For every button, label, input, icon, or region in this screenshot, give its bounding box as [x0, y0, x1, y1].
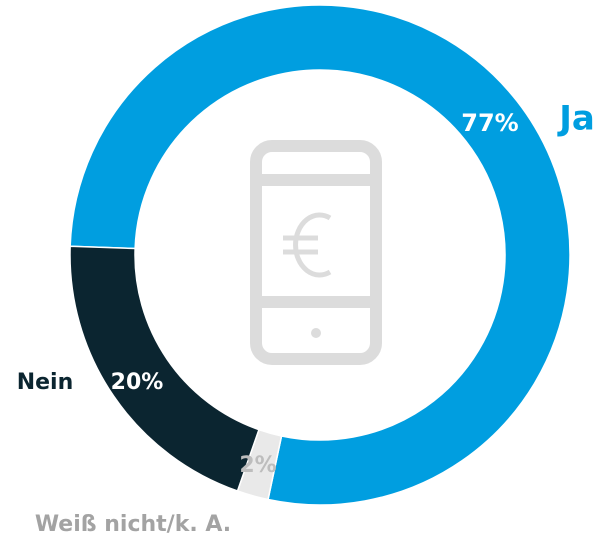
donut-segment: [69, 245, 260, 492]
category-label: Ja: [557, 99, 595, 139]
donut-segment: [69, 4, 571, 506]
value-label: 77%: [461, 109, 518, 137]
value-label: 20%: [111, 370, 164, 395]
phone-outline: [250, 140, 382, 365]
category-label: Nein: [17, 370, 74, 395]
euro-arc: [293, 212, 332, 278]
value-label: 2%: [239, 453, 276, 478]
phone-icon: [250, 140, 382, 365]
category-label: Weiß nicht/k. A.: [35, 512, 231, 537]
phone-button: [311, 328, 321, 338]
